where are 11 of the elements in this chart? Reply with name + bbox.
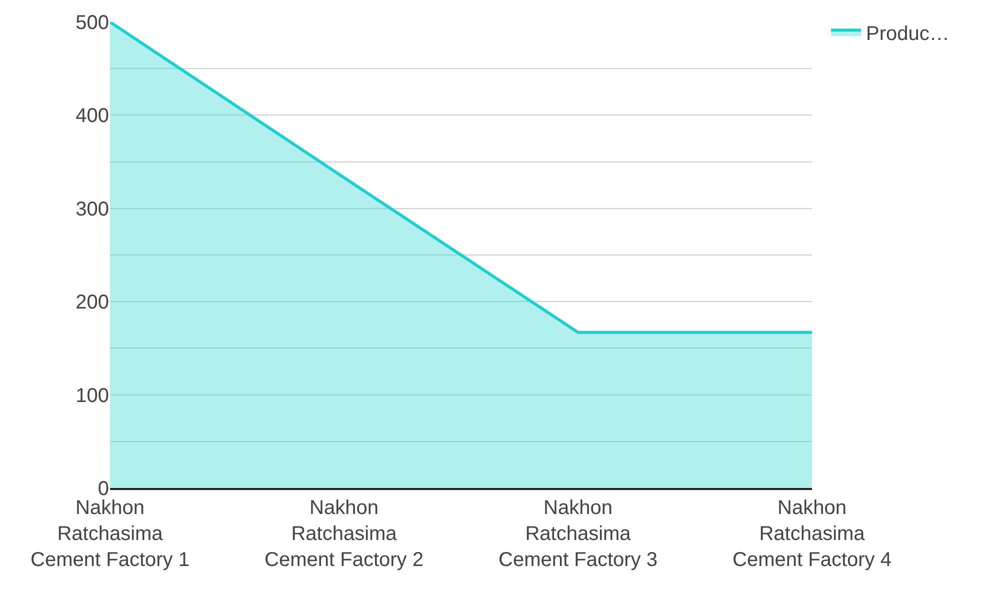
y-tick-label: 500 <box>76 12 109 34</box>
y-tick-label: 100 <box>76 384 109 407</box>
x-tick-label: Nakhon Ratchasima Cement Factory 2 <box>264 497 424 571</box>
legend-label: Produc… <box>866 22 950 45</box>
y-tick-label: 0 <box>98 478 109 500</box>
x-tick-label: Nakhon Ratchasima Cement Factory 4 <box>732 497 892 571</box>
y-tick-label: 200 <box>76 292 109 314</box>
x-tick-label: Nakhon Ratchasima Cement Factory 1 <box>30 497 190 571</box>
y-tick-label: 400 <box>76 105 109 128</box>
x-tick-label: Nakhon Ratchasima Cement Factory 3 <box>498 497 658 571</box>
y-tick-label: 300 <box>76 198 109 220</box>
